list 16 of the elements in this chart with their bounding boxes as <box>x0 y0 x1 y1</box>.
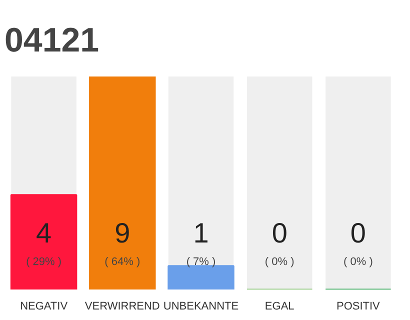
x-tick-label: NEGATIV <box>20 300 68 312</box>
data-label: 4 <box>36 218 52 249</box>
x-tick-label: POSITIV <box>336 300 381 312</box>
x-tick-label: VERWIRREND <box>84 300 160 312</box>
annotation: ( 0% ) <box>344 256 373 268</box>
annotation: ( 29% ) <box>26 256 62 268</box>
annotation: ( 0% ) <box>264 256 294 268</box>
annotation: ( 64% ) <box>104 256 140 268</box>
annotation: ( 7% ) <box>186 256 216 268</box>
chart-title: 04121 <box>4 22 100 60</box>
data-label: 9 <box>114 218 130 249</box>
x-tick-label: UNBEKANNTE <box>163 300 239 312</box>
data-label: 0 <box>272 218 288 249</box>
x-tick-label: EGAL <box>264 300 294 312</box>
data-label: 1 <box>193 218 209 249</box>
data-label: 0 <box>350 218 366 249</box>
